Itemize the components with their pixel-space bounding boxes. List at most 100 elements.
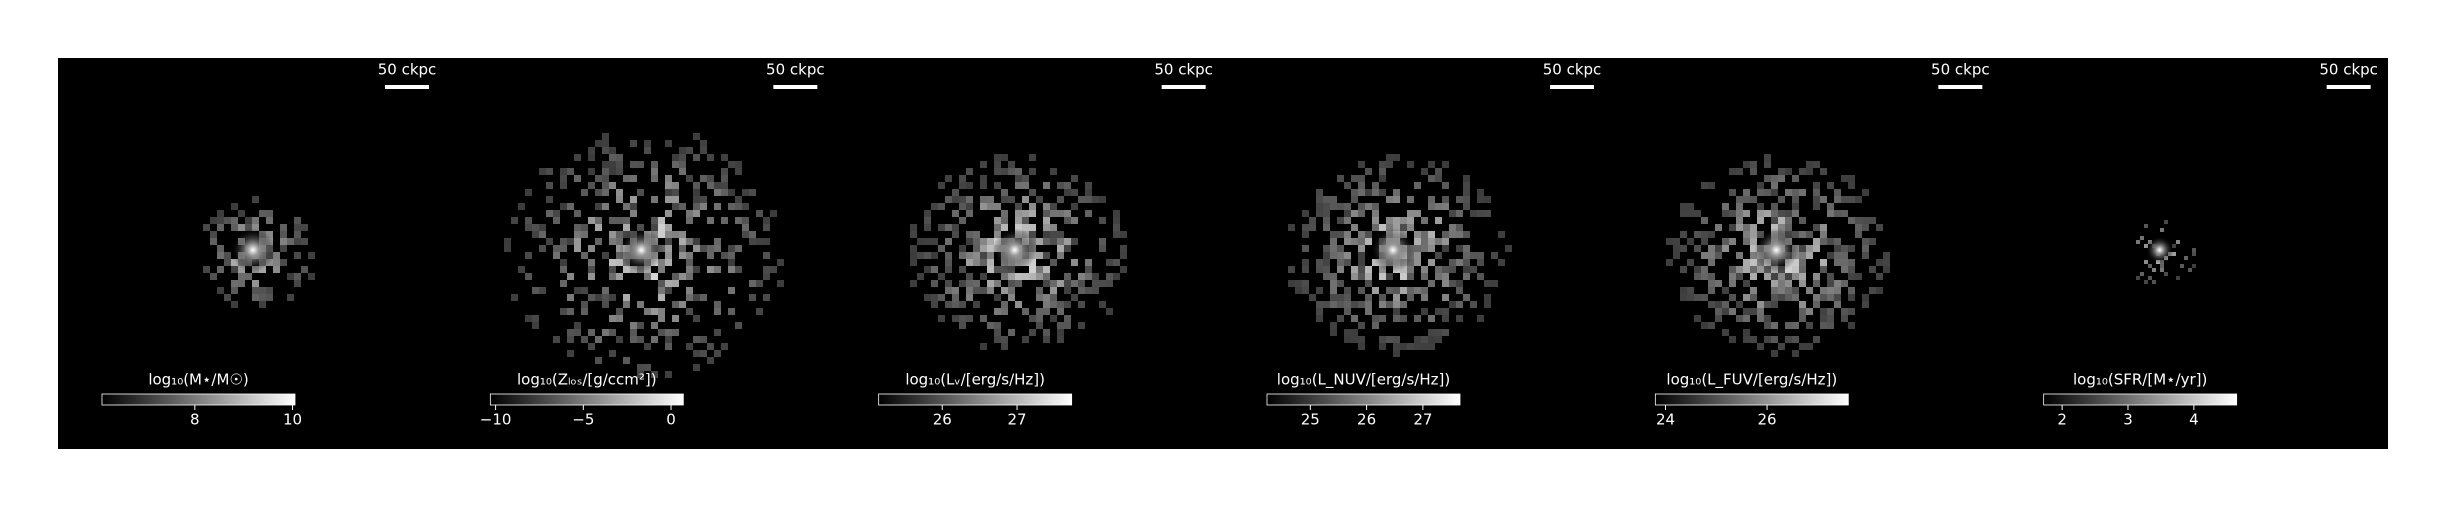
pixel (945, 301, 952, 308)
pixel (1771, 217, 1778, 224)
pixel (2148, 276, 2152, 280)
pixel (707, 175, 714, 182)
pixel (1372, 217, 1379, 224)
pixel (686, 266, 693, 273)
pixel (1736, 315, 1743, 322)
pixel (630, 203, 637, 210)
pixel (1785, 287, 1792, 294)
pixel (693, 245, 700, 252)
pixel (588, 266, 595, 273)
pixel (1057, 329, 1064, 336)
pixel (1043, 252, 1050, 259)
pixel (238, 266, 245, 273)
pixel (1750, 336, 1757, 343)
pixel (1820, 224, 1827, 231)
pixel (1729, 308, 1736, 315)
pixel (1729, 189, 1736, 196)
pixel (1820, 259, 1827, 266)
pixel (1050, 238, 1057, 245)
colorbar-tick-label: 26 (1357, 411, 1376, 429)
pixel (616, 231, 623, 238)
pixel (1001, 287, 1008, 294)
pixel (1470, 210, 1477, 217)
pixel (1029, 189, 1036, 196)
pixel (1477, 210, 1484, 217)
pixel (658, 280, 665, 287)
pixel (1722, 308, 1729, 315)
pixel (945, 259, 952, 266)
pixel (553, 252, 560, 259)
pixel (1743, 161, 1750, 168)
pixel (721, 168, 728, 175)
pixel (1393, 301, 1400, 308)
pixel (1862, 301, 1869, 308)
pixel (1848, 196, 1855, 203)
pixel (1421, 266, 1428, 273)
pixel (1323, 259, 1330, 266)
pixel (938, 203, 945, 210)
pixel (679, 154, 686, 161)
pixel (686, 217, 693, 224)
pixel (917, 252, 924, 259)
pixel (259, 210, 266, 217)
pixel (938, 273, 945, 280)
pixel (630, 196, 637, 203)
pixel (924, 294, 931, 301)
pixel (1463, 294, 1470, 301)
colorbar-tick-label: 26 (1758, 411, 1777, 429)
pixel (994, 294, 1001, 301)
pixel (700, 140, 707, 147)
pixel (602, 133, 609, 140)
pixel (1029, 210, 1036, 217)
pixel (1393, 315, 1400, 322)
pixel (252, 287, 259, 294)
pixel (637, 371, 644, 378)
pixel (945, 287, 952, 294)
pixel (1456, 231, 1463, 238)
pixel (1379, 315, 1386, 322)
pixel (1743, 280, 1750, 287)
pixel (504, 238, 511, 245)
pixel (1358, 322, 1365, 329)
pixel (1379, 301, 1386, 308)
pixel (1666, 238, 1673, 245)
pixel (1323, 273, 1330, 280)
pixel (1743, 315, 1750, 322)
pixel (945, 238, 952, 245)
pixel (1855, 231, 1862, 238)
pixel (693, 189, 700, 196)
pixel (1421, 273, 1428, 280)
pixel (588, 259, 595, 266)
pixel (1778, 168, 1785, 175)
pixel (623, 357, 630, 364)
pixel (1071, 280, 1078, 287)
pixel (707, 252, 714, 259)
pixel (1820, 231, 1827, 238)
pixel (252, 294, 259, 301)
pixel (1792, 175, 1799, 182)
pixel (294, 238, 301, 245)
pixel (1330, 273, 1337, 280)
pixel (1015, 168, 1022, 175)
pixel (721, 189, 728, 196)
pixel (994, 182, 1001, 189)
pixel (280, 259, 287, 266)
pixel (945, 280, 952, 287)
pixel (1484, 210, 1491, 217)
pixel (2192, 252, 2196, 256)
pixel (1785, 189, 1792, 196)
pixel (1330, 238, 1337, 245)
pixel (1001, 196, 1008, 203)
pixel (693, 203, 700, 210)
pixel (1323, 224, 1330, 231)
pixel (595, 336, 602, 343)
pixel (1400, 224, 1407, 231)
pixel (1043, 329, 1050, 336)
pixel (546, 196, 553, 203)
pixel (1344, 294, 1351, 301)
pixel (609, 168, 616, 175)
pixel (1442, 231, 1449, 238)
pixel (1302, 259, 1309, 266)
pixel (637, 301, 644, 308)
pixel (1442, 273, 1449, 280)
